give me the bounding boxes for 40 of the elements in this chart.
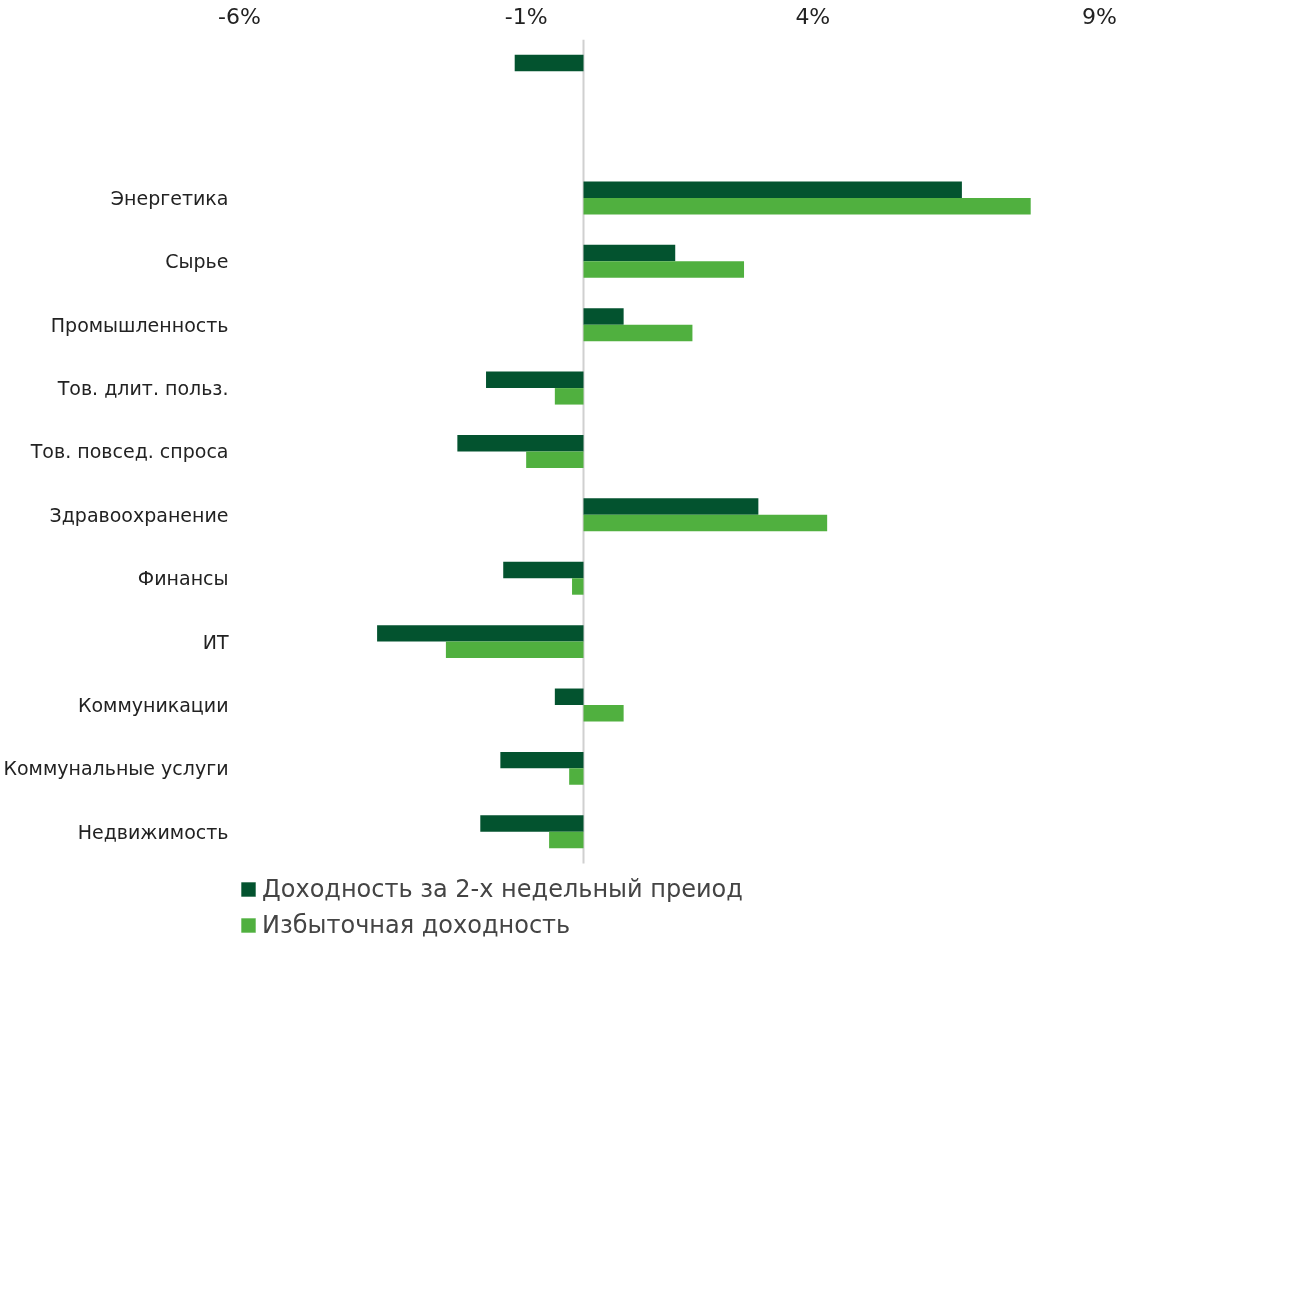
bar	[583, 514, 828, 532]
x-tick-label: -6%	[218, 3, 261, 29]
bar	[583, 261, 745, 278]
bar	[457, 434, 584, 452]
bar	[583, 324, 693, 342]
bar	[554, 688, 584, 705]
y-tick-label: Промышленность	[50, 313, 229, 336]
x-tick-label: -1%	[504, 3, 548, 29]
bar	[445, 641, 584, 659]
bar	[486, 371, 584, 389]
x-tick-label: 4%	[795, 3, 831, 29]
y-tick-label: Энергетика	[110, 186, 229, 209]
y-tick-label: Недвижимость	[77, 820, 229, 843]
bar	[554, 388, 584, 405]
x-tick-label: 9%	[1082, 3, 1117, 29]
y-tick-label: Коммунальные услуги	[3, 757, 229, 780]
legend-label: Доходность за 2-х недельный преиод	[262, 875, 743, 903]
bar	[480, 815, 584, 832]
y-tick-label: ИТ	[202, 630, 229, 653]
y-tick-label: Здравоохранение	[49, 503, 229, 526]
y-tick-label: Тов. повсед. спроса	[29, 440, 229, 463]
bar	[526, 451, 584, 468]
bar	[514, 54, 584, 72]
bar	[583, 308, 624, 325]
bar	[377, 625, 584, 642]
bar	[549, 831, 584, 849]
y-tick-label: Тов. длит. польз.	[56, 377, 229, 400]
y-tick-label: Финансы	[137, 567, 229, 590]
bar	[583, 498, 759, 515]
bar	[583, 197, 1031, 215]
bar	[583, 244, 676, 262]
bar	[583, 181, 962, 198]
bar	[572, 578, 584, 595]
bar	[569, 768, 584, 785]
legend-label: Избыточная доходность	[262, 911, 571, 939]
y-tick-label: Коммуникации	[77, 693, 229, 716]
bar	[503, 561, 584, 579]
bar	[583, 704, 624, 722]
bar	[500, 751, 584, 769]
y-tick-label: Сырье	[165, 250, 229, 273]
